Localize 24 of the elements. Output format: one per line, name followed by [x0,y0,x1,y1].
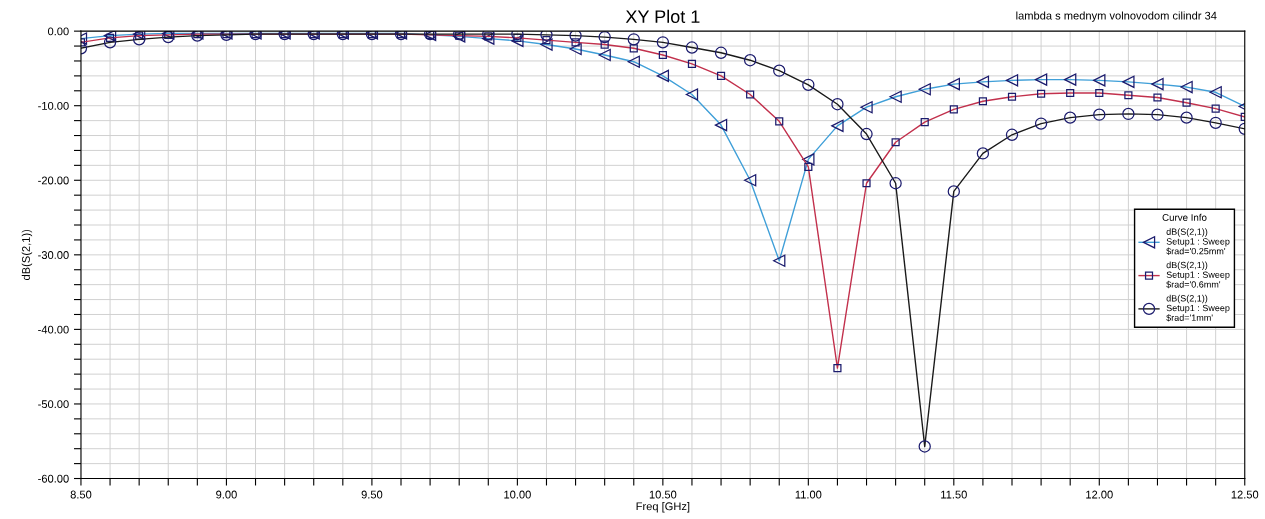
y-tick-label: -10.00 [38,101,69,110]
x-tick-label: 10.00 [504,490,531,499]
x-tick-label: 11.00 [795,490,822,499]
legend-label: dB(S(2,1)) Setup1 : Sweep $rad='0.25mm' [1166,228,1230,255]
x-tick-label: 10.50 [649,490,677,499]
x-tick-label: 8.50 [70,490,92,499]
x-tick-label: 9.50 [361,490,383,499]
y-tick-label: -30.00 [38,251,69,259]
x-axis-title: Freq [GHz] [636,502,690,513]
y-tick-label: -40.00 [38,325,69,334]
x-tick-label: 11.50 [941,490,967,499]
legend-label: dB(S(2,1)) Setup1 : Sweep $rad='1mm' [1166,294,1230,322]
y-tick-label: -50.00 [38,400,69,409]
y-tick-label: -60.00 [38,474,69,483]
y-tick-label: -20.00 [38,176,69,185]
legend-title: Curve Info [1162,213,1207,221]
legend-label: dB(S(2,1)) Setup1 : Sweep $rad='0.6mm' [1166,261,1230,289]
chart-title: XY Plot 1 [625,9,700,23]
y-axis-title: dB(S(2,1)) [21,229,33,280]
y-tick-label: 0.00 [47,27,69,36]
x-tick-label: 9.00 [216,490,237,499]
x-tick-label: 12.50 [1231,490,1259,499]
x-tick-label: 12.00 [1086,490,1113,499]
text: lambda s mednym volnovodom cilindr 34 [1016,11,1217,22]
